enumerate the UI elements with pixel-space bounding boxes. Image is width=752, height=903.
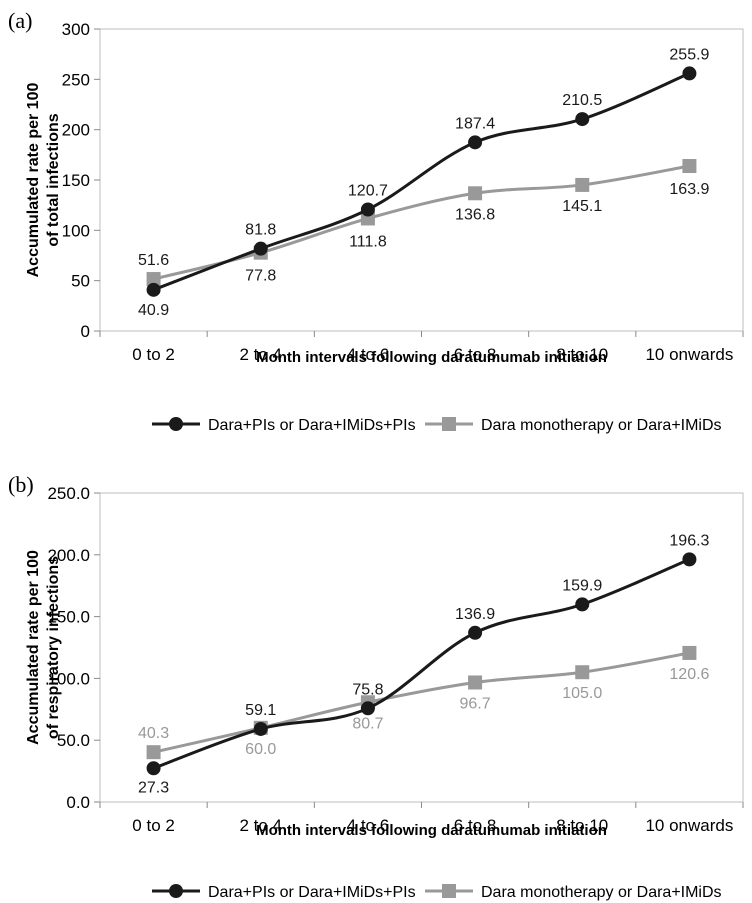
x-tick-label: 10 onwards	[645, 816, 733, 835]
data-point-square	[575, 665, 590, 680]
series-line	[153, 557, 690, 770]
y-tick-label: 150.0	[47, 608, 90, 627]
x-tick-label: 4 to 6	[347, 816, 390, 835]
y-tick-label: 300	[62, 20, 90, 39]
y-tick-label: 50.0	[57, 731, 90, 750]
x-tick-label: 0 to 2	[132, 816, 175, 835]
data-point-square	[682, 645, 697, 660]
data-point-square	[468, 186, 483, 201]
legend-label: Dara+PIs or Dara+IMiDs+PIs	[208, 884, 416, 901]
y-tick-label: 100.0	[47, 669, 90, 688]
legend-marker-circle	[169, 884, 183, 898]
legend-marker-square	[442, 417, 456, 431]
data-point-circle	[146, 761, 161, 776]
data-label: 80.7	[352, 715, 383, 732]
data-label: 136.8	[455, 206, 495, 223]
data-label: 27.3	[138, 779, 169, 796]
legend-label: Dara monotherapy or Dara+IMiDs	[481, 417, 722, 434]
data-label: 120.7	[348, 182, 388, 199]
data-point-circle	[253, 241, 268, 256]
legend-label: Dara+PIs or Dara+IMiDs+PIs	[208, 417, 416, 434]
data-label: 159.9	[562, 577, 602, 594]
x-tick-label: 6 to 8	[454, 816, 497, 835]
data-label: 75.8	[352, 681, 383, 698]
legend-marker-circle	[169, 417, 183, 431]
y-tick-label: 250.0	[47, 484, 90, 503]
x-tick-label: 8 to 10	[556, 816, 608, 835]
data-point-circle	[468, 135, 483, 150]
data-point-circle	[360, 202, 375, 217]
data-label: 187.4	[455, 115, 495, 132]
data-label: 59.1	[245, 702, 276, 719]
data-label: 96.7	[460, 695, 491, 712]
data-point-circle	[575, 112, 590, 127]
x-axis-title: Month intervals following daratumumab in…	[256, 349, 607, 366]
y-axis-title: Accumulated rate per 100 of respiratory i…	[25, 550, 62, 745]
chart-respiratory-infections: 0.0 50.0 100.0 150.0 200.0 250.0 0 to 2 2 to 4 4…	[25, 484, 744, 901]
data-label: 120.6	[669, 666, 709, 683]
data-point-square	[146, 745, 161, 760]
plot-area-border	[99, 28, 744, 332]
panel-label-a: (a)	[8, 8, 33, 33]
y-tick-label: 100	[62, 221, 90, 240]
data-label: 145.1	[562, 198, 602, 215]
data-label: 40.9	[138, 302, 169, 319]
data-label: 105.0	[562, 685, 602, 702]
series-line	[153, 72, 691, 292]
x-tick-label: 4 to 6	[347, 345, 390, 364]
data-label: 40.3	[138, 725, 169, 742]
data-label: 77.8	[245, 268, 276, 285]
x-tick-label: 0 to 2	[132, 345, 175, 364]
data-point-square	[146, 272, 161, 287]
data-label: 255.9	[669, 46, 709, 63]
x-tick-label: 8 to 10	[556, 345, 608, 364]
y-tick-label: 0.0	[66, 793, 90, 812]
y-axis-title-line: Accumulated rate per 100	[25, 550, 42, 745]
y-tick-label: 150	[62, 171, 90, 190]
series-line	[153, 651, 690, 754]
data-label: 81.8	[245, 222, 276, 239]
y-axis-title-line: Accumulated rate per 100	[25, 83, 42, 278]
y-axis-title: Accumulated rate per 100 of total infecti…	[25, 83, 62, 278]
x-tick-label: 6 to 8	[454, 345, 497, 364]
data-label: 60.0	[245, 741, 276, 758]
data-label: 210.5	[562, 92, 602, 109]
y-tick-label: 0	[81, 322, 90, 341]
series-line	[153, 164, 690, 281]
y-axis-title-line: of total infections	[45, 113, 62, 246]
data-label: 51.6	[138, 252, 169, 269]
chart-total-infections: 0 50 100 150 200 250 300 0 to 2 2 to 4 4 to 6 6 to…	[25, 20, 744, 434]
data-point-square	[682, 159, 697, 174]
data-point-circle	[360, 701, 375, 716]
data-label: 196.3	[669, 532, 709, 549]
x-tick-label: 2 to 4	[239, 345, 282, 364]
x-tick-label: 2 to 4	[239, 816, 282, 835]
x-axis-title: Month intervals following daratumumab in…	[256, 822, 607, 839]
data-point-square	[575, 177, 590, 192]
y-tick-label: 250	[62, 70, 90, 89]
legend-marker-square	[442, 884, 456, 898]
y-tick-label: 200.0	[47, 546, 90, 565]
data-point-circle	[468, 625, 483, 640]
legend-label: Dara monotherapy or Dara+IMiDs	[481, 884, 722, 901]
data-label: 136.9	[455, 606, 495, 623]
x-tick-label: 10 onwards	[645, 345, 733, 364]
data-point-circle	[682, 66, 697, 81]
y-tick-label: 200	[62, 121, 90, 140]
y-axis-title-line: of respiratory infections	[45, 556, 62, 739]
data-label: 111.8	[349, 233, 387, 250]
data-point-square	[468, 675, 483, 690]
data-point-circle	[682, 552, 697, 567]
data-point-circle	[253, 721, 268, 736]
panel-label-b: (b)	[8, 472, 34, 497]
data-point-circle	[146, 282, 161, 297]
plot-area-border	[99, 492, 744, 803]
data-label: 163.9	[669, 181, 709, 198]
y-tick-label: 50	[71, 272, 90, 291]
data-point-circle	[575, 597, 590, 612]
